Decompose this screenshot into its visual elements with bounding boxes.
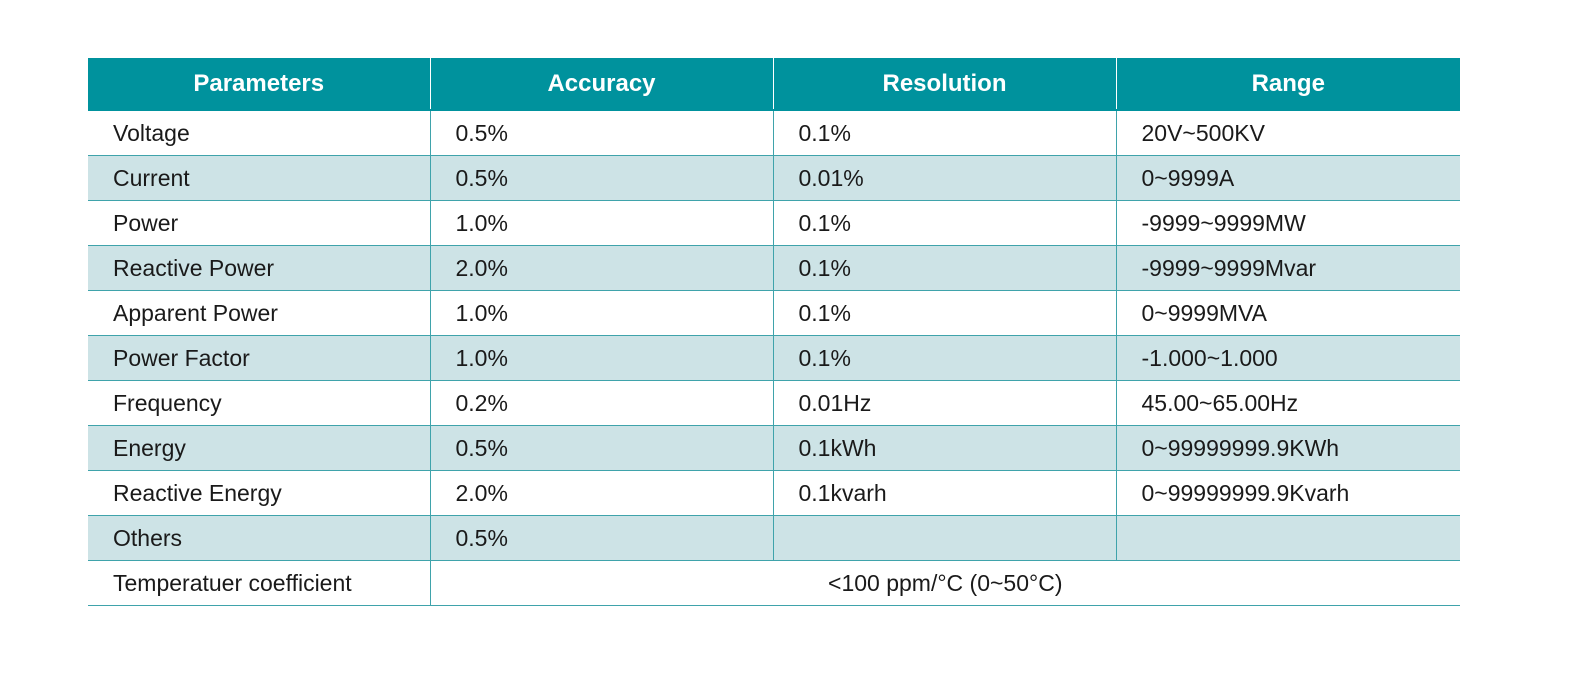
header-range: Range	[1115, 58, 1460, 111]
accuracy-cell: 0.5%	[429, 155, 773, 201]
table-row: Current 0.5% 0.01% 0~9999A	[88, 155, 1460, 201]
accuracy-cell: 0.5%	[429, 515, 773, 561]
range-cell: 20V~500KV	[1115, 110, 1460, 156]
resolution-cell: 0.1%	[772, 245, 1116, 291]
temperature-coefficient-label: Temperatuer coefficient	[88, 560, 430, 606]
accuracy-cell: 0.5%	[429, 110, 773, 156]
resolution-cell: 0.01%	[772, 155, 1116, 201]
table-row: Reactive Power 2.0% 0.1% -9999~9999Mvar	[88, 245, 1460, 291]
table-row: Power Factor 1.0% 0.1% -1.000~1.000	[88, 335, 1460, 381]
resolution-cell: 0.01Hz	[772, 380, 1116, 426]
table-body: Voltage 0.5% 0.1% 20V~500KV Current 0.5%…	[88, 110, 1460, 606]
range-cell: 0~9999A	[1115, 155, 1460, 201]
range-cell: -1.000~1.000	[1115, 335, 1460, 381]
resolution-cell: 0.1%	[772, 335, 1116, 381]
range-cell	[1115, 515, 1460, 561]
resolution-cell	[772, 515, 1116, 561]
table-header: Parameters Accuracy Resolution Range	[88, 58, 1460, 111]
table-row: Voltage 0.5% 0.1% 20V~500KV	[88, 110, 1460, 156]
accuracy-cell: 2.0%	[429, 470, 773, 516]
resolution-cell: 0.1%	[772, 110, 1116, 156]
parameter-cell: Reactive Energy	[88, 470, 430, 516]
parameter-cell: Power	[88, 200, 430, 246]
table-row: Energy 0.5% 0.1kWh 0~99999999.9KWh	[88, 425, 1460, 471]
range-cell: -9999~9999MW	[1115, 200, 1460, 246]
temperature-coefficient-value: <100 ppm/°C (0~50°C)	[429, 560, 1460, 606]
table-row: Apparent Power 1.0% 0.1% 0~9999MVA	[88, 290, 1460, 336]
parameter-cell: Current	[88, 155, 430, 201]
parameter-cell: Power Factor	[88, 335, 430, 381]
table-row: Others 0.5%	[88, 515, 1460, 561]
resolution-cell: 0.1kvarh	[772, 470, 1116, 516]
table-row: Reactive Energy 2.0% 0.1kvarh 0~99999999…	[88, 470, 1460, 516]
accuracy-cell: 1.0%	[429, 200, 773, 246]
parameter-cell: Energy	[88, 425, 430, 471]
spec-table: Parameters Accuracy Resolution Range Vol…	[88, 58, 1460, 606]
parameter-cell: Apparent Power	[88, 290, 430, 336]
temperature-coefficient-row: Temperatuer coefficient <100 ppm/°C (0~5…	[88, 560, 1460, 606]
resolution-cell: 0.1%	[772, 290, 1116, 336]
header-accuracy: Accuracy	[429, 58, 773, 111]
table-row: Frequency 0.2% 0.01Hz 45.00~65.00Hz	[88, 380, 1460, 426]
range-cell: 0~99999999.9KWh	[1115, 425, 1460, 471]
accuracy-cell: 2.0%	[429, 245, 773, 291]
parameter-cell: Others	[88, 515, 430, 561]
header-resolution: Resolution	[772, 58, 1116, 111]
accuracy-cell: 0.2%	[429, 380, 773, 426]
resolution-cell: 0.1kWh	[772, 425, 1116, 471]
range-cell: -9999~9999Mvar	[1115, 245, 1460, 291]
range-cell: 45.00~65.00Hz	[1115, 380, 1460, 426]
parameter-cell: Frequency	[88, 380, 430, 426]
range-cell: 0~9999MVA	[1115, 290, 1460, 336]
accuracy-cell: 0.5%	[429, 425, 773, 471]
table-row: Power 1.0% 0.1% -9999~9999MW	[88, 200, 1460, 246]
header-parameters: Parameters	[88, 58, 430, 111]
accuracy-cell: 1.0%	[429, 335, 773, 381]
resolution-cell: 0.1%	[772, 200, 1116, 246]
range-cell: 0~99999999.9Kvarh	[1115, 470, 1460, 516]
header-row: Parameters Accuracy Resolution Range	[88, 58, 1460, 111]
accuracy-cell: 1.0%	[429, 290, 773, 336]
parameter-cell: Voltage	[88, 110, 430, 156]
parameter-cell: Reactive Power	[88, 245, 430, 291]
